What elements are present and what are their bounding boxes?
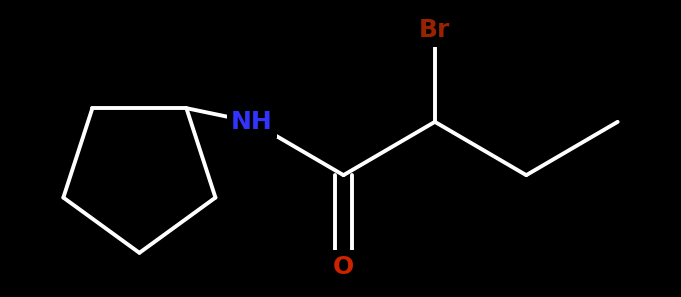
Text: O: O bbox=[333, 255, 354, 279]
Text: Br: Br bbox=[419, 18, 451, 42]
Text: NH: NH bbox=[232, 110, 273, 134]
